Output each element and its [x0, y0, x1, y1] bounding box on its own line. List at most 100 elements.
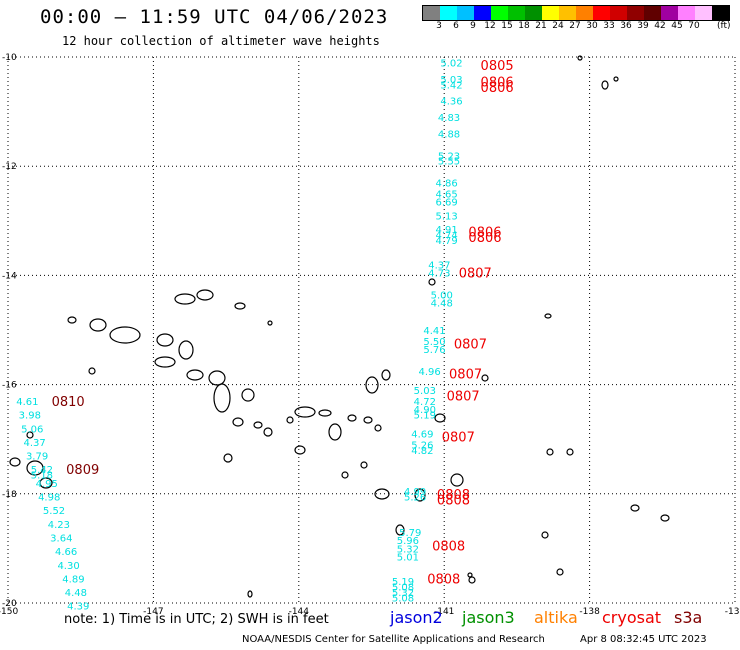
wave-height-value: 5.00 [431, 291, 453, 302]
colorbar-unit: (ft) [717, 21, 731, 31]
wave-height-value: 4.23 [48, 520, 70, 531]
wave-height-value: 4.69 [411, 430, 433, 441]
island-outline [374, 488, 390, 500]
colorbar-label: 12 [484, 21, 496, 31]
island-outline [9, 457, 21, 467]
wave-height-value: 5.02 [440, 58, 462, 69]
island-outline [434, 413, 446, 423]
colorbar-label: 3 [436, 21, 442, 31]
wave-height-value: 4.91 [435, 225, 457, 236]
pass-time-label: 0808 [437, 493, 470, 508]
island-outline [174, 293, 196, 305]
island-outline [467, 572, 473, 578]
island-outline [468, 576, 476, 584]
satellite-legend-s3a: s3a [674, 608, 703, 627]
colorbar-label: 18 [518, 21, 530, 31]
island-outline [566, 448, 574, 456]
satellite-legend-jason2: jason2 [390, 608, 443, 627]
wave-height-value: 4.96 [419, 367, 441, 378]
island-outline [381, 369, 391, 381]
y-tick-label: -16 [2, 381, 17, 391]
colorbar-swatch [491, 6, 508, 20]
colorbar-swatch [457, 6, 474, 20]
pass-time-label: 0807 [447, 390, 480, 405]
x-tick-label: -138 [579, 607, 600, 617]
pass-time-label: 0807 [459, 267, 492, 282]
colorbar-label: 24 [552, 21, 564, 31]
island-outline [89, 318, 107, 332]
wave-height-value: 4.39 [67, 602, 89, 613]
island-outline [196, 289, 214, 301]
wave-height-value: 5.32 [397, 544, 419, 555]
y-tick-label: -20 [2, 599, 17, 609]
footer-credit: NOAA/NESDIS Center for Satellite Applica… [242, 634, 545, 645]
map-subtitle: 12 hour collection of altimeter wave hei… [62, 34, 380, 48]
island-outline [613, 76, 619, 82]
colorbar-label: 21 [535, 21, 547, 31]
satellite-legend-cryosat: cryosat [602, 608, 662, 627]
footer-timestamp: Apr 8 08:32:45 UTC 2023 [580, 634, 707, 645]
wave-height-value: 4.79 [435, 236, 457, 247]
wave-height-value: 6.69 [435, 198, 457, 209]
island-outline [223, 453, 233, 463]
wave-height-value: 4.30 [57, 561, 79, 572]
wave-height-value: 5.52 [43, 506, 65, 517]
island-outline [546, 448, 554, 456]
island-outline [630, 504, 640, 512]
island-outline [360, 461, 368, 469]
wave-height-value: 5.19 [414, 411, 436, 422]
island-outline [294, 406, 316, 418]
island-outline [328, 423, 342, 441]
colorbar-label: 15 [501, 21, 513, 31]
wave-height-value: 5.50 [423, 337, 445, 348]
island-outline [544, 313, 552, 319]
island-outline [341, 471, 349, 479]
wave-height-value: 4.48 [65, 588, 87, 599]
wave-height-value: 4.89 [62, 574, 84, 585]
y-tick-label: -12 [2, 162, 17, 172]
wave-height-value: 4.65 [435, 190, 457, 201]
colorbar-swatch [559, 6, 576, 20]
wave-height-value: 4.88 [438, 129, 460, 140]
pass-time-label: 0808 [427, 572, 460, 587]
island-outline [178, 340, 194, 360]
island-outline [267, 320, 273, 326]
colorbar-label: 27 [569, 21, 581, 31]
island-outline [263, 427, 273, 437]
wave-height-value: 5.03 [414, 386, 436, 397]
colorbar-label: 9 [470, 21, 476, 31]
colorbar-swatch [610, 6, 627, 20]
island-outline [208, 370, 226, 386]
wave-height-value: 5.06 [21, 424, 43, 435]
island-outline [286, 416, 294, 424]
wave-height-value: 5.23 [438, 151, 460, 162]
colorbar-swatch [525, 6, 542, 20]
note-text: note: 1) Time is in UTC; 2) SWH is in fe… [64, 612, 329, 627]
island-outline [577, 55, 583, 61]
x-tick-label: -144 [289, 607, 310, 617]
wave-height-value: 5.03 [440, 75, 462, 86]
island-outline [363, 416, 373, 424]
colorbar-swatch [644, 6, 661, 20]
wave-height-value: 5.08 [392, 594, 414, 605]
x-tick-label: -150 [0, 607, 18, 617]
wave-height-value: 4.73 [428, 269, 450, 280]
island-outline [318, 409, 332, 417]
wave-height-value: 4.86 [435, 179, 457, 190]
wave-height-value: 5.13 [435, 211, 457, 222]
island-outline [660, 514, 670, 522]
colorbar-label: 36 [620, 21, 632, 31]
wave-height-value: 5.76 [423, 345, 445, 356]
colorbar-label: 42 [654, 21, 666, 31]
island-outline [154, 356, 176, 368]
island-outline [481, 374, 489, 382]
pass-time-label: 0806 [468, 231, 501, 246]
pass-time-label: 0807 [449, 368, 482, 383]
colorbar-label: 45 [671, 21, 683, 31]
wave-height-value: 4.37 [24, 438, 46, 449]
colorbar [422, 5, 730, 21]
pass-time-label: 0805 [481, 59, 514, 74]
island-outline [365, 376, 379, 394]
wave-height-value: 4.48 [431, 299, 453, 310]
island-outline [234, 302, 246, 310]
